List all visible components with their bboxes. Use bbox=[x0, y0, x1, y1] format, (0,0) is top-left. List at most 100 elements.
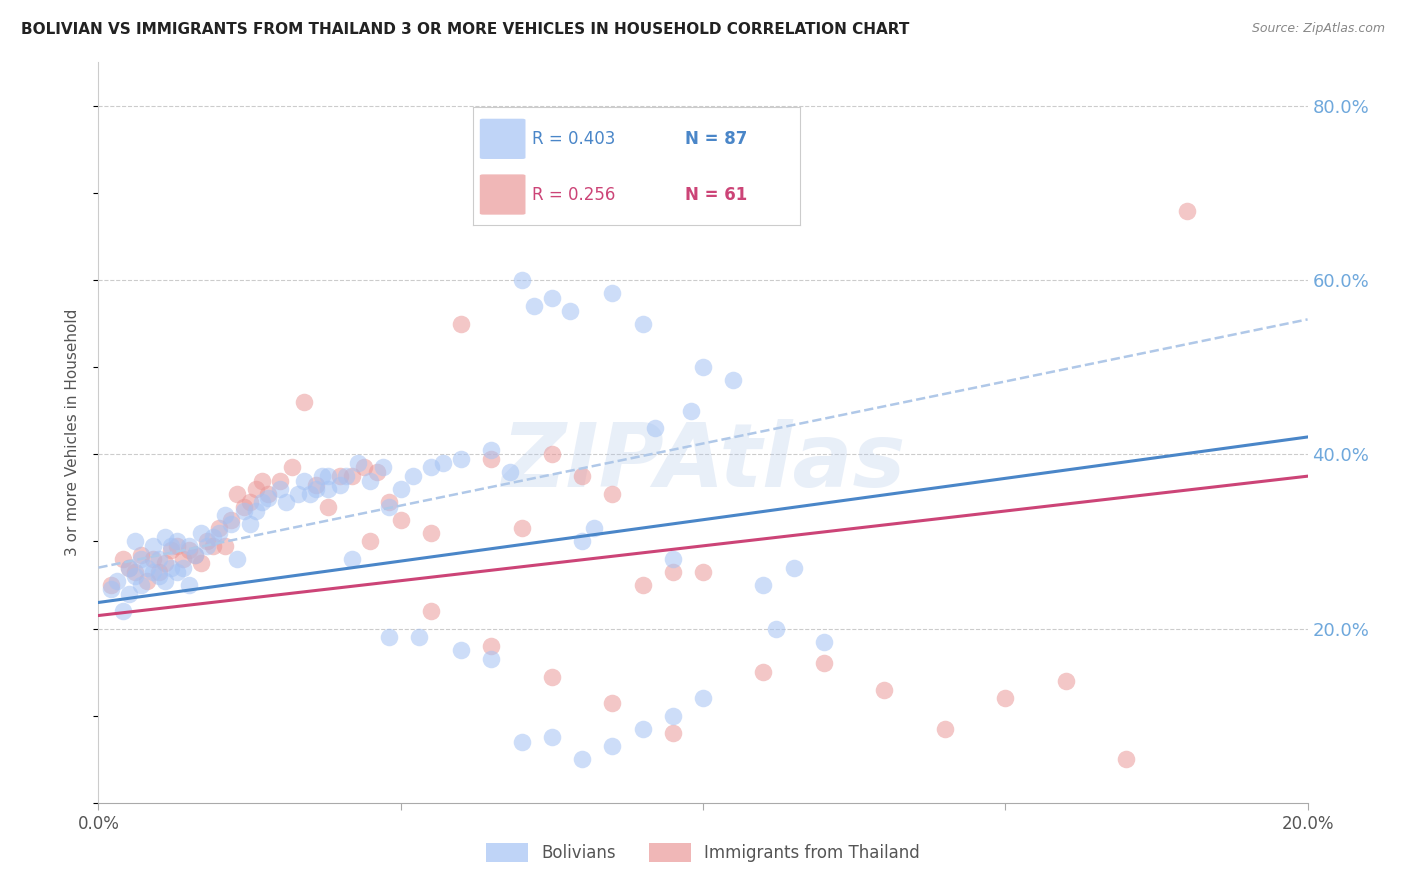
Point bbox=[481, 451, 503, 466]
Point bbox=[208, 525, 231, 540]
Point bbox=[160, 560, 183, 574]
Point bbox=[679, 404, 702, 418]
Point bbox=[100, 582, 122, 597]
Point bbox=[111, 552, 134, 566]
Point bbox=[752, 578, 775, 592]
Point bbox=[100, 578, 122, 592]
Point bbox=[160, 543, 183, 558]
Point bbox=[661, 552, 683, 566]
Point bbox=[305, 478, 328, 492]
Point bbox=[602, 486, 624, 500]
Point bbox=[583, 521, 606, 535]
Point bbox=[402, 469, 425, 483]
Point bbox=[135, 574, 157, 588]
Point bbox=[195, 534, 218, 549]
Point bbox=[571, 752, 593, 766]
Point bbox=[389, 513, 412, 527]
Point bbox=[118, 560, 141, 574]
Point bbox=[377, 630, 399, 644]
Point bbox=[723, 373, 745, 387]
Point bbox=[481, 652, 503, 666]
Point bbox=[214, 508, 236, 523]
Point bbox=[129, 552, 152, 566]
Point bbox=[498, 465, 520, 479]
Point bbox=[510, 735, 533, 749]
Point bbox=[142, 539, 165, 553]
Point bbox=[221, 513, 243, 527]
Text: Source: ZipAtlas.com: Source: ZipAtlas.com bbox=[1251, 22, 1385, 36]
Point bbox=[377, 495, 399, 509]
Point bbox=[214, 539, 236, 553]
Point bbox=[316, 500, 339, 514]
Point bbox=[195, 539, 218, 553]
Point bbox=[540, 291, 562, 305]
Point bbox=[281, 460, 304, 475]
Point bbox=[208, 521, 231, 535]
Point bbox=[631, 722, 654, 736]
Point bbox=[420, 525, 443, 540]
Point bbox=[292, 395, 315, 409]
Point bbox=[342, 552, 364, 566]
Point bbox=[239, 495, 262, 509]
Y-axis label: 3 or more Vehicles in Household: 3 or more Vehicles in Household bbox=[65, 309, 80, 557]
Point bbox=[389, 482, 412, 496]
Point bbox=[269, 482, 291, 496]
Point bbox=[602, 739, 624, 754]
Point bbox=[105, 574, 128, 588]
Point bbox=[292, 474, 315, 488]
Point bbox=[571, 469, 593, 483]
Point bbox=[148, 569, 170, 583]
Point bbox=[1054, 673, 1077, 688]
Point bbox=[166, 534, 188, 549]
Point bbox=[420, 460, 443, 475]
Point bbox=[316, 482, 339, 496]
Point bbox=[329, 469, 352, 483]
Point bbox=[124, 534, 146, 549]
Point bbox=[250, 495, 273, 509]
Point bbox=[661, 726, 683, 740]
Legend: Bolivians, Immigrants from Thailand: Bolivians, Immigrants from Thailand bbox=[479, 836, 927, 869]
Point bbox=[432, 456, 454, 470]
Point bbox=[1115, 752, 1137, 766]
Point bbox=[256, 486, 278, 500]
Point bbox=[360, 534, 382, 549]
Point bbox=[153, 530, 176, 544]
Point bbox=[873, 682, 896, 697]
Point bbox=[692, 565, 714, 579]
Point bbox=[287, 486, 309, 500]
Point bbox=[450, 643, 472, 657]
Point bbox=[420, 604, 443, 618]
Point bbox=[661, 565, 683, 579]
Point bbox=[172, 560, 194, 574]
Point bbox=[190, 525, 212, 540]
Point bbox=[142, 552, 165, 566]
Point bbox=[540, 669, 562, 683]
Point bbox=[232, 504, 254, 518]
Point bbox=[540, 447, 562, 461]
Point bbox=[510, 273, 533, 287]
Point bbox=[316, 469, 339, 483]
Point bbox=[245, 482, 267, 496]
Point bbox=[311, 469, 333, 483]
Point bbox=[166, 565, 188, 579]
Point bbox=[124, 565, 146, 579]
Point bbox=[329, 478, 352, 492]
Text: ZIPAtlas: ZIPAtlas bbox=[501, 418, 905, 506]
Point bbox=[692, 360, 714, 375]
Point bbox=[540, 731, 562, 745]
Point bbox=[226, 552, 249, 566]
Point bbox=[179, 539, 201, 553]
Point bbox=[644, 421, 666, 435]
Point bbox=[523, 299, 546, 313]
Point bbox=[184, 548, 207, 562]
Point bbox=[202, 530, 225, 544]
Point bbox=[124, 569, 146, 583]
Point bbox=[450, 451, 472, 466]
Point bbox=[232, 500, 254, 514]
Point bbox=[371, 460, 394, 475]
Point bbox=[765, 622, 787, 636]
Point bbox=[994, 691, 1017, 706]
Point bbox=[408, 630, 430, 644]
Point bbox=[226, 486, 249, 500]
Point bbox=[166, 539, 188, 553]
